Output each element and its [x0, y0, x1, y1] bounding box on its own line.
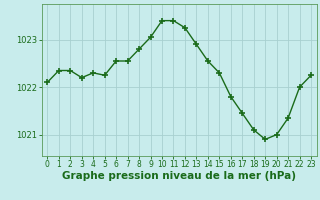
- X-axis label: Graphe pression niveau de la mer (hPa): Graphe pression niveau de la mer (hPa): [62, 171, 296, 181]
